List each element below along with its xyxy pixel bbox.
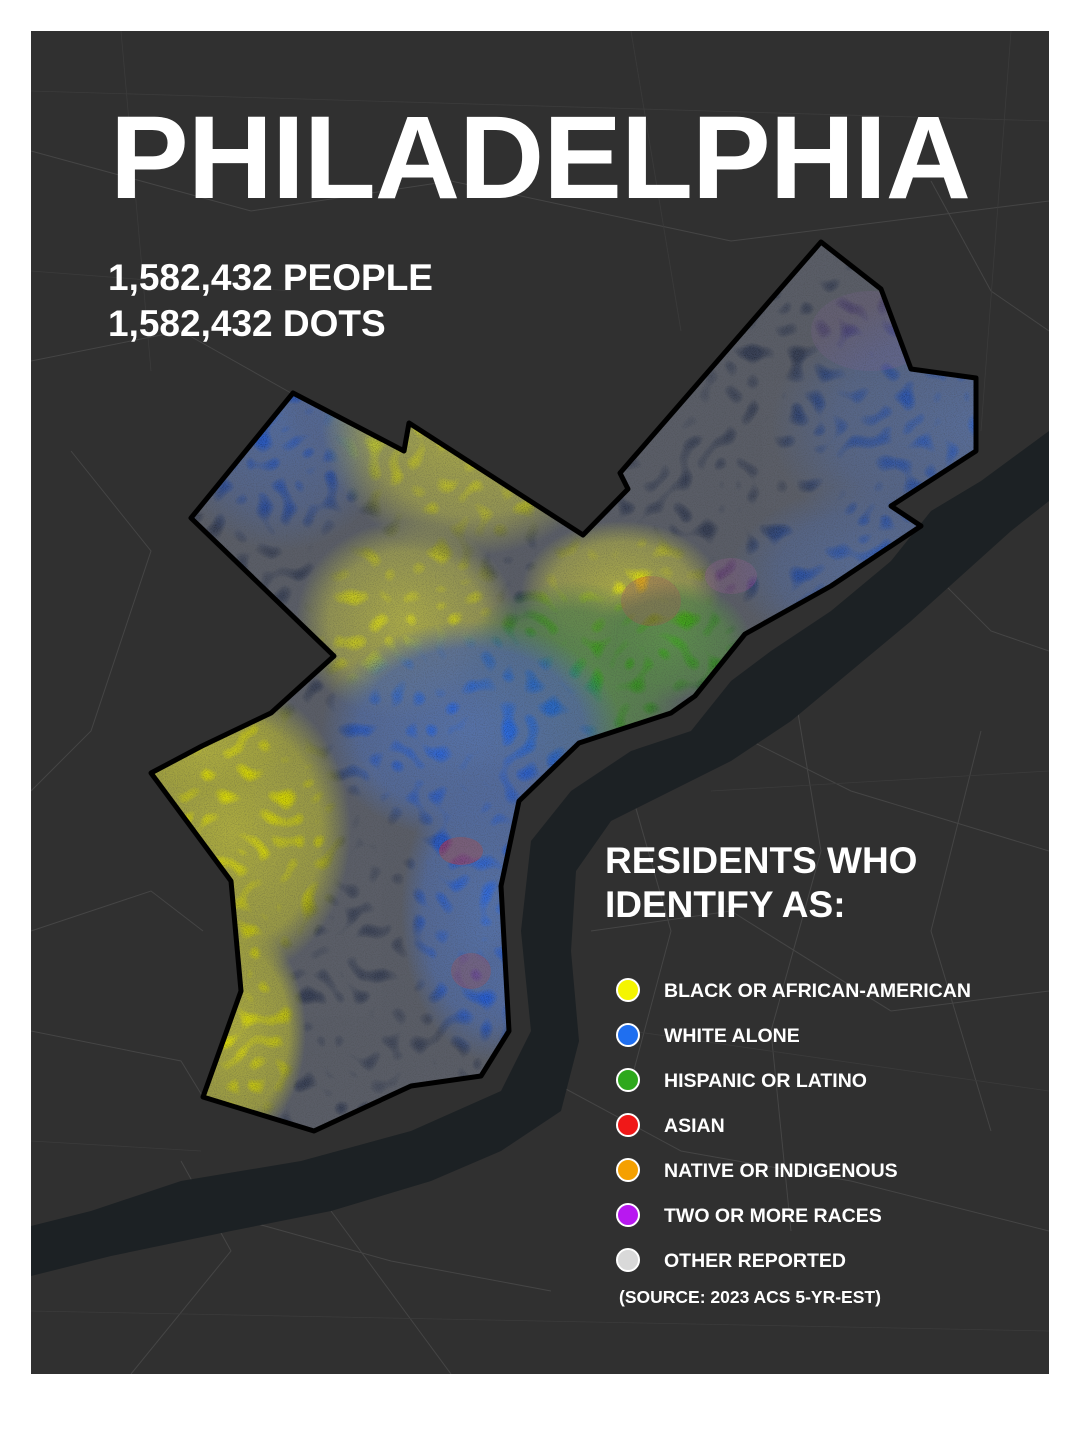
legend-label: ASIAN	[664, 1115, 725, 1137]
page-title: PHILADELPHIA	[110, 92, 971, 224]
legend-heading: RESIDENTS WHO IDENTIFY AS:	[605, 839, 1025, 927]
legend-label: HISPANIC OR LATINO	[664, 1070, 867, 1092]
legend-swatch-dot-icon	[616, 1068, 640, 1092]
legend-label: OTHER REPORTED	[664, 1250, 847, 1272]
legend-swatch-dot-icon	[616, 1023, 640, 1047]
philadelphia-dot-density-map	[31, 31, 1049, 1374]
legend-swatch-dot-icon	[616, 1113, 640, 1137]
legend-heading-line-2: IDENTIFY AS:	[605, 884, 846, 925]
dot-count: 1,582,432 DOTS	[108, 303, 386, 344]
roads-layer-fine	[31, 31, 1049, 1332]
legend-label: TWO OR MORE RACES	[664, 1205, 882, 1227]
population-count: 1,582,432 PEOPLE	[108, 257, 433, 298]
legend-swatch-dot-icon	[616, 1203, 640, 1227]
legend-label: BLACK OR AFRICAN-AMERICAN	[664, 980, 971, 1002]
legend-swatch-dot-icon	[616, 978, 640, 1002]
delaware-river	[31, 431, 1049, 1276]
legend-label: WHITE ALONE	[664, 1025, 800, 1047]
legend-swatch-dot-icon	[616, 1248, 640, 1272]
city-boundary	[148, 239, 979, 1134]
source-note: (SOURCE: 2023 ACS 5-YR-EST)	[619, 1287, 881, 1307]
legend-swatch-dot-icon	[616, 1158, 640, 1182]
legend-heading-line-1: RESIDENTS WHO	[605, 840, 918, 881]
map-poster: PHILADELPHIA 1,582,432 PEOPLE 1,582,432 …	[31, 31, 1049, 1374]
legend-label: NATIVE OR INDIGENOUS	[664, 1160, 898, 1182]
